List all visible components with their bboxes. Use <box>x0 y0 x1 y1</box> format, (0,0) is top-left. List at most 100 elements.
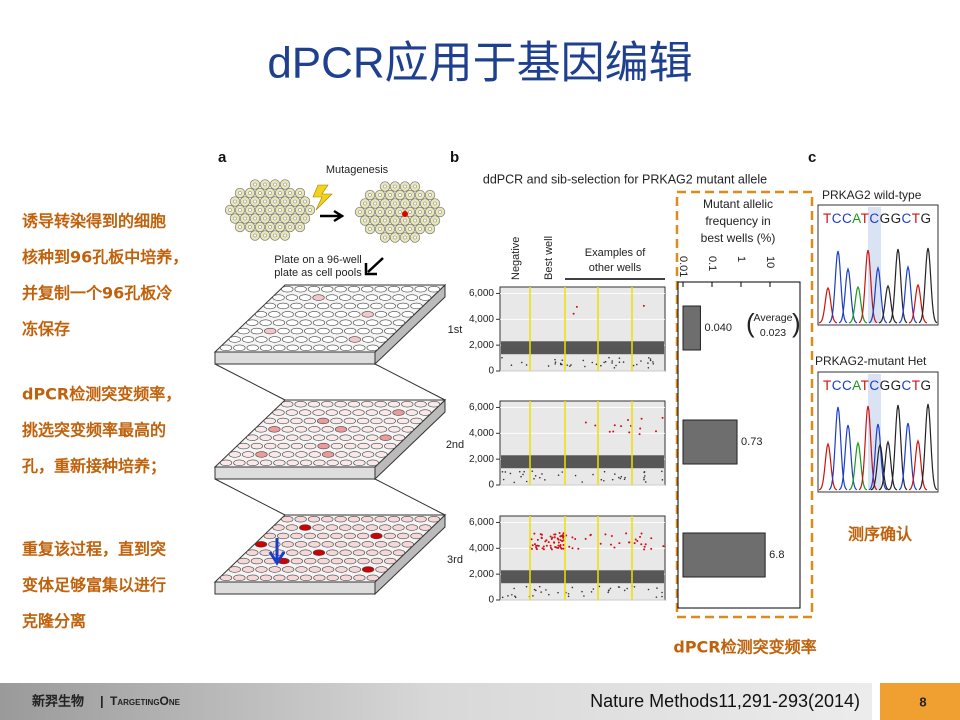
cell-core <box>438 210 442 214</box>
well <box>321 426 334 433</box>
cell-core <box>373 218 377 223</box>
trace-peak <box>868 423 888 491</box>
base: C <box>842 211 852 226</box>
well <box>335 451 348 458</box>
base: G <box>891 211 902 226</box>
cell-core <box>383 201 387 206</box>
cell-core <box>273 233 277 238</box>
droplet <box>538 476 541 479</box>
droplet <box>511 593 513 596</box>
well <box>295 336 308 343</box>
well <box>295 566 308 573</box>
well <box>259 574 273 582</box>
cell-core <box>248 191 252 195</box>
trace-peak <box>918 247 938 324</box>
well <box>299 459 313 467</box>
column-label: Negative <box>510 237 522 280</box>
droplet <box>544 479 546 481</box>
cell-core <box>253 199 257 204</box>
well <box>281 541 294 548</box>
base: G <box>920 211 931 226</box>
well <box>326 574 339 582</box>
droplet <box>533 543 536 546</box>
well <box>353 459 366 467</box>
droplet <box>571 536 574 539</box>
base: G <box>880 378 891 393</box>
well <box>370 442 383 450</box>
well <box>401 285 414 293</box>
droplet <box>514 596 517 599</box>
droplet <box>640 417 643 420</box>
droplet <box>562 532 565 535</box>
well <box>250 327 263 335</box>
well <box>294 311 308 318</box>
cell-core <box>413 201 417 206</box>
well <box>388 311 401 318</box>
well <box>277 327 290 335</box>
cell-core <box>378 227 382 231</box>
base: T <box>861 211 869 226</box>
cell-core <box>263 216 267 221</box>
droplet <box>533 532 536 535</box>
well <box>286 459 299 467</box>
well <box>308 336 321 343</box>
well <box>339 294 352 301</box>
droplet <box>541 473 543 475</box>
well <box>348 451 361 458</box>
well <box>330 532 343 540</box>
well <box>419 409 432 416</box>
column-label: Best well <box>543 236 555 280</box>
well <box>246 434 259 441</box>
well <box>268 566 281 573</box>
well <box>397 302 410 310</box>
value-label: 0.73 <box>741 436 762 448</box>
base: G <box>880 211 891 226</box>
well <box>405 294 418 301</box>
cell-core <box>403 201 407 206</box>
droplet <box>635 363 638 366</box>
well <box>361 285 374 293</box>
well <box>219 459 233 467</box>
well <box>383 302 396 310</box>
well <box>250 442 263 450</box>
x-tick-label: 1 <box>735 256 747 262</box>
well <box>348 541 361 548</box>
droplet <box>550 538 553 541</box>
droplet <box>607 591 609 594</box>
droplet <box>542 548 545 551</box>
note-line: 诱导转染得到的细胞 <box>22 212 166 231</box>
droplet <box>562 547 565 550</box>
droplet <box>632 364 635 367</box>
droplet <box>561 540 564 543</box>
well <box>339 524 352 531</box>
droplet <box>634 538 637 541</box>
cell-core <box>298 191 302 195</box>
cell-core <box>398 210 402 214</box>
droplet <box>583 595 585 597</box>
well <box>339 409 352 416</box>
well <box>357 417 370 425</box>
well <box>282 451 295 458</box>
droplet <box>611 362 613 364</box>
droplet <box>592 588 595 590</box>
well <box>307 285 321 293</box>
cell-core <box>383 235 387 240</box>
well <box>326 549 339 556</box>
well <box>290 532 303 540</box>
well <box>290 417 303 425</box>
well <box>299 319 312 326</box>
well <box>303 302 316 310</box>
well <box>388 541 401 548</box>
droplet <box>611 360 614 362</box>
well <box>290 557 303 565</box>
cell-core <box>368 227 372 231</box>
well <box>272 524 285 531</box>
cell-core <box>253 233 257 238</box>
note-line: dPCR检测突变频率， <box>22 385 181 404</box>
round-label: 1st <box>448 324 463 336</box>
well <box>330 302 343 310</box>
cell-core <box>393 235 397 240</box>
well <box>317 557 330 565</box>
plot-area <box>499 286 666 372</box>
